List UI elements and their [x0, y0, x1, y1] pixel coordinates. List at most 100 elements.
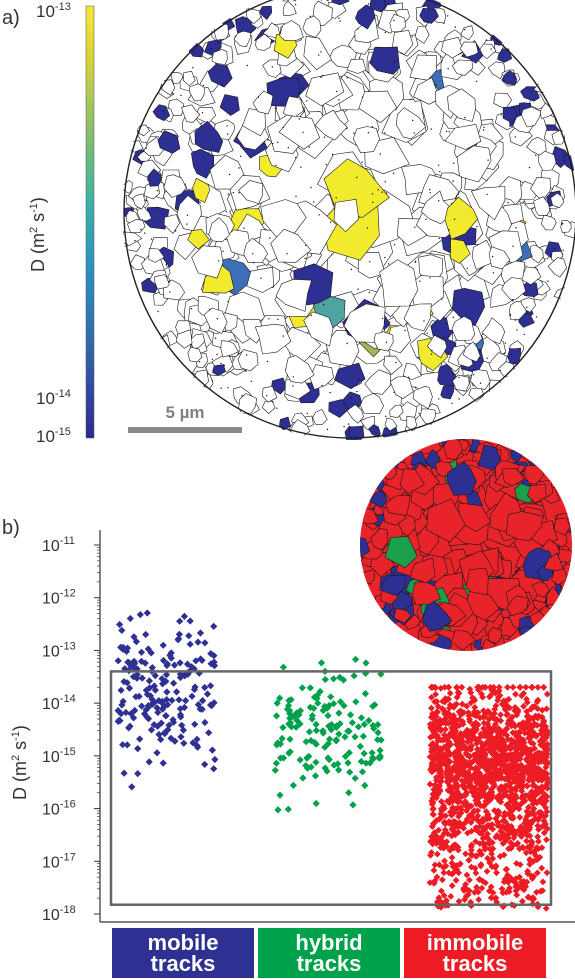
- data-point-hybrid: [305, 728, 314, 736]
- data-point-immobile: [431, 877, 439, 885]
- molecule-point: [437, 164, 440, 166]
- data-point-immobile: [497, 783, 504, 791]
- data-point-immobile: [502, 726, 510, 733]
- molecule-point: [225, 210, 227, 213]
- voronoi-cell: [553, 517, 571, 536]
- voronoi-cell: [303, 36, 332, 71]
- data-point-mobile: [188, 663, 196, 671]
- molecule-point: [389, 321, 391, 323]
- voronoi-cell: [220, 340, 239, 358]
- data-point-immobile: [484, 768, 492, 775]
- data-point-immobile: [543, 690, 551, 698]
- data-point-immobile: [533, 888, 540, 896]
- molecule-point: [268, 318, 270, 320]
- data-point-hybrid: [312, 758, 320, 766]
- data-point-mobile: [136, 611, 144, 619]
- molecule-point: [445, 130, 448, 133]
- data-point-hybrid: [321, 675, 329, 684]
- molecule-point: [556, 163, 558, 165]
- data-point-immobile: [478, 786, 485, 793]
- data-point-hybrid: [365, 717, 373, 725]
- data-point-immobile: [519, 897, 526, 905]
- voronoi-cell: [202, 261, 235, 294]
- molecule-point: [347, 423, 350, 425]
- molecule-point: [439, 171, 441, 173]
- data-point-immobile: [481, 750, 489, 757]
- data-point-immobile: [442, 862, 450, 870]
- molecule-point: [357, 378, 360, 381]
- data-point-immobile: [544, 774, 551, 782]
- voronoi-cell: [550, 192, 565, 208]
- data-point-mobile: [128, 783, 136, 791]
- data-point-immobile: [439, 758, 447, 766]
- data-point-immobile: [535, 769, 542, 777]
- data-point-mobile: [134, 745, 142, 753]
- data-point-immobile: [487, 691, 495, 699]
- data-point-immobile: [440, 892, 448, 899]
- data-point-immobile: [428, 713, 435, 721]
- data-point-mobile: [119, 697, 127, 705]
- molecule-point: [500, 114, 502, 116]
- data-point-immobile: [458, 740, 466, 748]
- data-point-immobile: [507, 874, 514, 881]
- molecule-point: [157, 207, 159, 209]
- voronoi-cell: [233, 30, 252, 48]
- data-point-immobile: [465, 856, 473, 864]
- molecule-point: [332, 203, 335, 205]
- molecule-point: [451, 402, 453, 404]
- data-point-hybrid: [345, 749, 353, 757]
- data-point-immobile: [503, 865, 511, 873]
- molecule-point: [252, 253, 254, 255]
- molecule-point: [240, 155, 242, 157]
- data-point-hybrid: [285, 697, 293, 705]
- voronoi-cell: [481, 317, 506, 345]
- voronoi-cell: [414, 25, 430, 44]
- data-point-mobile: [190, 685, 199, 694]
- molecule-point: [172, 93, 175, 95]
- y-tick-label: 10-14: [42, 693, 76, 713]
- data-point-immobile: [510, 769, 518, 777]
- molecule-point: [361, 96, 364, 98]
- data-point-hybrid: [308, 715, 316, 723]
- data-point-immobile: [532, 733, 540, 740]
- data-point-immobile: [430, 867, 438, 874]
- molecule-point: [467, 237, 469, 239]
- data-point-immobile: [471, 725, 479, 733]
- data-point-immobile: [436, 726, 444, 734]
- data-point-hybrid: [346, 711, 355, 719]
- data-point-mobile: [137, 657, 146, 665]
- voronoi-cell: [191, 148, 215, 179]
- data-point-immobile: [501, 782, 509, 790]
- molecule-point: [411, 36, 413, 38]
- molecule-point: [267, 139, 269, 141]
- molecule-point: [486, 357, 488, 359]
- data-point-immobile: [427, 741, 435, 749]
- data-point-mobile: [168, 696, 176, 704]
- data-point-mobile: [198, 656, 206, 664]
- voronoi-cell: [402, 362, 422, 380]
- data-point-immobile: [512, 887, 520, 895]
- molecule-point: [322, 303, 325, 306]
- molecule-point: [320, 76, 322, 79]
- data-point-immobile: [459, 718, 466, 725]
- molecule-point: [448, 229, 450, 231]
- voronoi-cell: [471, 239, 497, 270]
- voronoi-cell: [369, 46, 400, 75]
- data-point-hybrid: [325, 722, 333, 730]
- molecule-point: [272, 142, 274, 145]
- category-hybrid-line2: tracks: [296, 951, 362, 976]
- voronoi-cell: [154, 274, 170, 290]
- data-point-immobile: [474, 738, 482, 746]
- data-point-immobile: [446, 847, 454, 854]
- data-point-mobile: [185, 632, 193, 640]
- molecule-point: [221, 84, 223, 86]
- data-point-hybrid: [313, 691, 321, 699]
- data-point-immobile: [478, 816, 486, 824]
- molecule-point: [366, 227, 369, 229]
- voronoi-cell: [462, 341, 481, 362]
- data-point-immobile: [483, 868, 491, 875]
- data-point-hybrid: [272, 712, 281, 720]
- data-point-immobile: [443, 711, 450, 719]
- data-point-hybrid: [307, 763, 315, 771]
- data-point-immobile: [509, 683, 517, 691]
